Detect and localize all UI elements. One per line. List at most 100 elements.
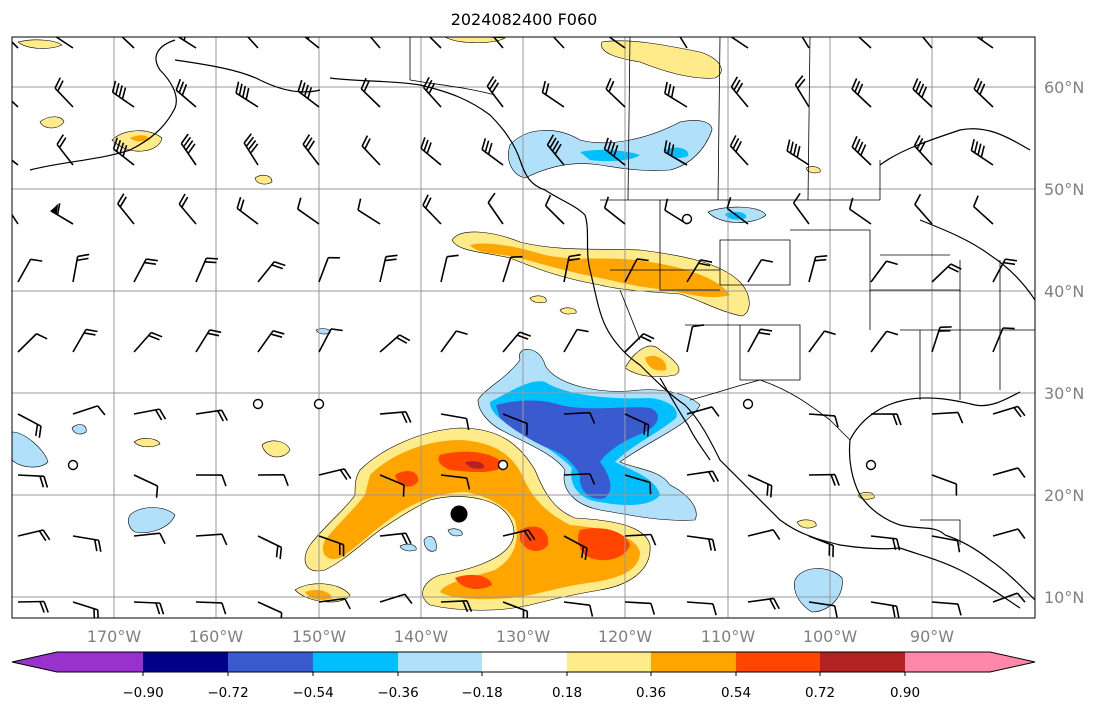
wind-barb	[296, 197, 320, 225]
lat-label: 50°N	[1044, 180, 1084, 199]
chart-title: 2024082400 F060	[450, 10, 598, 29]
wind-barb	[603, 137, 626, 166]
wind-barb	[808, 330, 836, 353]
wind-barb	[318, 535, 345, 557]
wind-barb	[747, 474, 773, 498]
wind-barb	[379, 474, 405, 497]
wind-barb	[563, 411, 596, 424]
wind-barb	[808, 601, 838, 618]
wind-barb	[17, 529, 51, 542]
wind-barb	[664, 81, 688, 108]
wind-barb	[17, 413, 42, 438]
wind-barb	[175, 78, 197, 108]
wind-barb	[195, 257, 219, 283]
wind-barb	[112, 137, 135, 166]
wind-barb	[173, 37, 197, 49]
wind-barb	[195, 474, 227, 487]
wind-barbs	[12, 37, 1026, 618]
colorbar-segment	[482, 652, 567, 672]
colorbar-tick-label: −0.18	[461, 685, 502, 701]
lon-label: 100°W	[803, 627, 858, 646]
colorbar	[11, 651, 1036, 673]
wind-barb	[361, 135, 381, 166]
wind-barb	[50, 203, 74, 225]
colorbar-segment	[651, 652, 736, 672]
wind-barb	[624, 533, 657, 546]
calm-circles	[67, 213, 877, 471]
wind-barb	[257, 535, 283, 560]
wind-barb	[133, 474, 159, 498]
wind-barb	[686, 535, 717, 552]
wind-barb	[236, 196, 259, 225]
latitude-labels: 60°N 50°N 40°N 30°N 20°N 10°N	[1044, 78, 1084, 607]
colorbar-min-extension	[12, 652, 57, 672]
wind-barb	[257, 473, 289, 487]
wind-barb	[17, 600, 49, 613]
calm-circle	[865, 459, 877, 471]
wind-barb	[624, 601, 656, 615]
wind-barb	[318, 597, 351, 610]
wind-barb	[992, 467, 1026, 478]
wind-barb	[360, 77, 381, 108]
wind-barb	[502, 331, 531, 353]
wind-barb	[726, 196, 749, 225]
wind-barb	[563, 328, 589, 353]
wind-barb	[992, 405, 1026, 418]
wind-barb	[563, 535, 588, 560]
wind-barb	[792, 192, 810, 225]
wind-barb	[870, 330, 899, 353]
wind-barb	[362, 37, 381, 49]
wind-barb	[72, 601, 100, 618]
colorbar-tick-label: 0.36	[636, 685, 666, 701]
wind-barb	[931, 474, 958, 496]
wind-barb	[870, 260, 898, 283]
wind-barb	[747, 529, 781, 540]
wind-barb	[686, 601, 717, 616]
wind-barb	[195, 409, 228, 422]
wind-barb	[379, 411, 412, 424]
wind-barb	[808, 255, 828, 283]
wind-barb	[178, 193, 197, 225]
colorbar-tick-label: −0.72	[207, 685, 248, 701]
wind-barb	[257, 260, 286, 283]
wind-barb	[56, 134, 74, 166]
wind-barb	[17, 333, 48, 353]
lon-label: 110°W	[701, 627, 756, 646]
wind-barb	[624, 258, 649, 283]
wind-barb	[440, 599, 473, 613]
colorbar-segment	[228, 652, 313, 672]
wind-barb	[54, 77, 74, 108]
wind-barb	[931, 263, 962, 283]
wind-barb	[851, 78, 872, 108]
wind-barb	[133, 408, 167, 421]
colorbar-segment	[57, 652, 143, 672]
wind-barb	[481, 138, 504, 166]
wind-barb	[17, 258, 43, 283]
colorbar-segment	[143, 652, 228, 672]
colorbar-segment	[820, 652, 905, 672]
wind-barb	[931, 411, 964, 424]
wind-barb	[870, 535, 901, 551]
lat-label: 20°N	[1044, 486, 1084, 505]
wind-barb	[605, 78, 626, 108]
lon-label: 150°W	[292, 627, 347, 646]
wind-barb	[624, 332, 655, 353]
wind-barb	[117, 193, 135, 225]
wind-barb	[422, 37, 442, 49]
wind-barb	[422, 76, 442, 108]
wind-barb	[992, 592, 1026, 603]
wind-barb	[686, 259, 713, 283]
wind-barb	[72, 405, 106, 416]
wind-barb	[672, 37, 688, 49]
wind-barb	[133, 601, 165, 615]
wind-barb	[195, 601, 227, 615]
gridlines	[12, 37, 1035, 618]
wind-barb	[487, 192, 504, 225]
lon-label: 170°W	[87, 627, 142, 646]
colorbar-tick-label: 0.18	[552, 685, 582, 701]
wind-barb	[180, 133, 197, 166]
wind-barb	[851, 37, 872, 49]
wind-barb	[808, 473, 840, 486]
colorbar-segment	[313, 652, 398, 672]
wind-barb	[114, 37, 135, 49]
